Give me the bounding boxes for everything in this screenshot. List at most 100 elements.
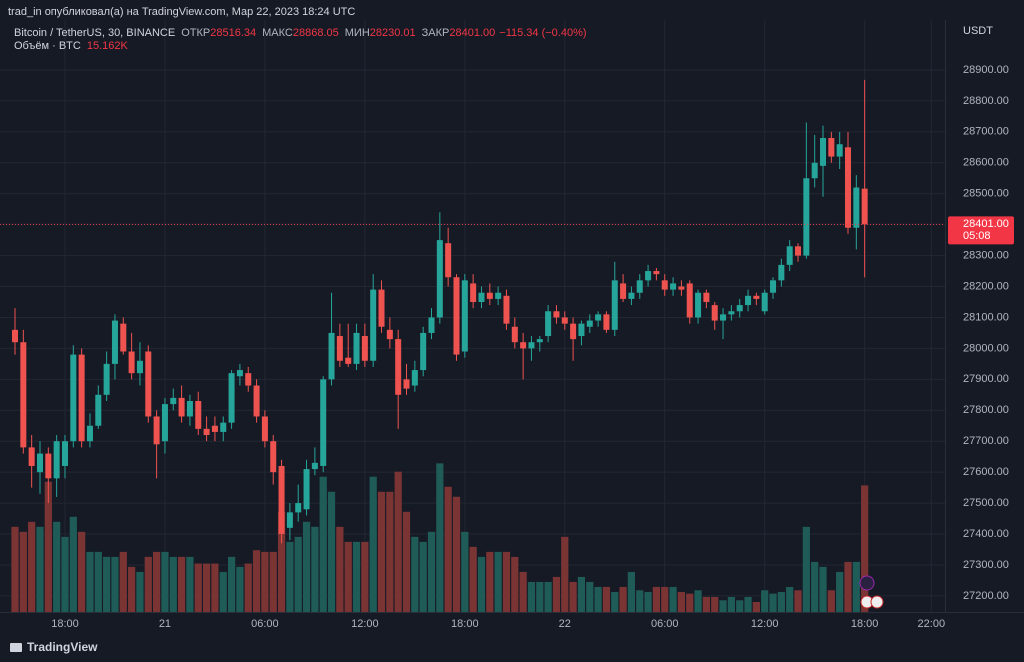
x-tick-label: 18:00	[51, 618, 79, 630]
volume-bar	[361, 541, 369, 612]
y-tick-label: 28600.00	[963, 157, 1009, 169]
volume-legend: Объём · BTC 15.162K	[14, 40, 128, 52]
volume-bar	[861, 485, 869, 612]
y-tick-label: 28800.00	[963, 95, 1009, 107]
volume-bar	[794, 590, 802, 612]
legend-label: ЗАКР	[422, 27, 450, 39]
volume-bar	[586, 581, 594, 612]
brand-logo	[10, 643, 22, 652]
volume-bar	[469, 546, 477, 612]
volume-bar	[78, 531, 86, 612]
candle-body	[595, 314, 602, 321]
volume-bar	[769, 593, 777, 612]
volume-bar	[153, 551, 161, 612]
volume-bar	[602, 586, 611, 612]
candle-body	[78, 354, 85, 442]
volume-bar	[111, 556, 119, 612]
candle-body	[270, 441, 277, 473]
candle-body	[828, 138, 835, 157]
volume-bar	[186, 556, 194, 612]
candle-body	[245, 373, 252, 386]
candle-body	[511, 326, 518, 343]
volume-bar	[627, 571, 636, 612]
volume-bar	[352, 541, 361, 612]
legend-label: ОТКР	[181, 27, 210, 39]
legend-value: 28401.00	[449, 27, 495, 39]
volume-bar	[527, 581, 536, 612]
candle-body	[495, 292, 502, 299]
volume-bar	[536, 581, 544, 612]
candle-body	[678, 286, 685, 290]
y-tick-label: 28300.00	[963, 249, 1009, 261]
candle-body	[170, 397, 177, 405]
candle-body	[570, 323, 577, 340]
volume-bar	[519, 571, 527, 612]
volume-bar	[636, 590, 644, 612]
candle-body	[36, 453, 43, 473]
candle-body	[228, 373, 235, 423]
candle-body	[353, 332, 360, 364]
y-tick-label: 27600.00	[963, 466, 1009, 478]
volume-bar	[119, 551, 127, 612]
candle-body	[186, 400, 193, 417]
volume-bar	[277, 511, 286, 612]
volume-bar	[777, 591, 785, 612]
candle-body	[520, 342, 527, 349]
volume-bar	[294, 536, 302, 612]
candle-body	[361, 336, 368, 361]
y-tick-label: 28000.00	[963, 342, 1009, 354]
candle-body	[403, 379, 410, 389]
candle-body	[528, 342, 535, 349]
volume-bar	[577, 576, 586, 612]
volume-bar	[436, 463, 444, 612]
candle-body	[461, 280, 468, 352]
candle-body	[378, 289, 385, 327]
volume-bar	[128, 566, 136, 612]
candle-body	[611, 280, 618, 330]
volume-bar	[552, 576, 561, 612]
candle-body	[686, 283, 693, 318]
candle-body	[736, 305, 743, 312]
volume-bar	[569, 581, 577, 612]
candle-body	[145, 351, 152, 417]
volume-bar	[694, 590, 702, 612]
price-axis-unit: USDT	[963, 25, 993, 37]
volume-bar	[819, 566, 827, 612]
volume-bar	[211, 563, 219, 612]
candle-body	[178, 397, 185, 417]
candle-body	[486, 292, 493, 299]
candle-body	[703, 292, 710, 302]
candle-body	[345, 357, 352, 364]
volume-bar	[719, 600, 727, 612]
volume-bar	[611, 591, 619, 612]
x-tick-label: 18:00	[851, 618, 879, 630]
y-tick-label: 27200.00	[963, 590, 1009, 602]
volume-bar	[411, 536, 419, 612]
volume-bar	[461, 531, 469, 612]
candle-body	[111, 320, 118, 364]
volume-bar	[452, 496, 461, 612]
volume-bar	[86, 551, 94, 612]
volume-bar	[511, 556, 519, 612]
y-tick-label: 28500.00	[963, 188, 1009, 200]
legend-label: МИН	[345, 27, 370, 39]
candle-body	[20, 342, 27, 448]
volume-bar	[677, 591, 685, 612]
volume-bar	[344, 541, 352, 612]
candle-body	[386, 329, 393, 340]
volume-bar	[486, 551, 494, 612]
volume-bar	[444, 486, 452, 612]
event-icons	[859, 575, 884, 609]
candle-body	[53, 441, 60, 479]
volume-bar	[736, 600, 744, 612]
y-tick-label: 27500.00	[963, 497, 1009, 509]
volume-bar	[836, 571, 844, 612]
candle-body	[503, 295, 510, 324]
candle-body	[628, 292, 635, 299]
x-tick-label: 22:00	[918, 618, 946, 630]
volume-bar	[44, 481, 52, 612]
candle-body	[761, 292, 768, 312]
volume-bar	[561, 536, 569, 612]
candle-body	[711, 305, 718, 321]
candle-body	[28, 447, 35, 466]
